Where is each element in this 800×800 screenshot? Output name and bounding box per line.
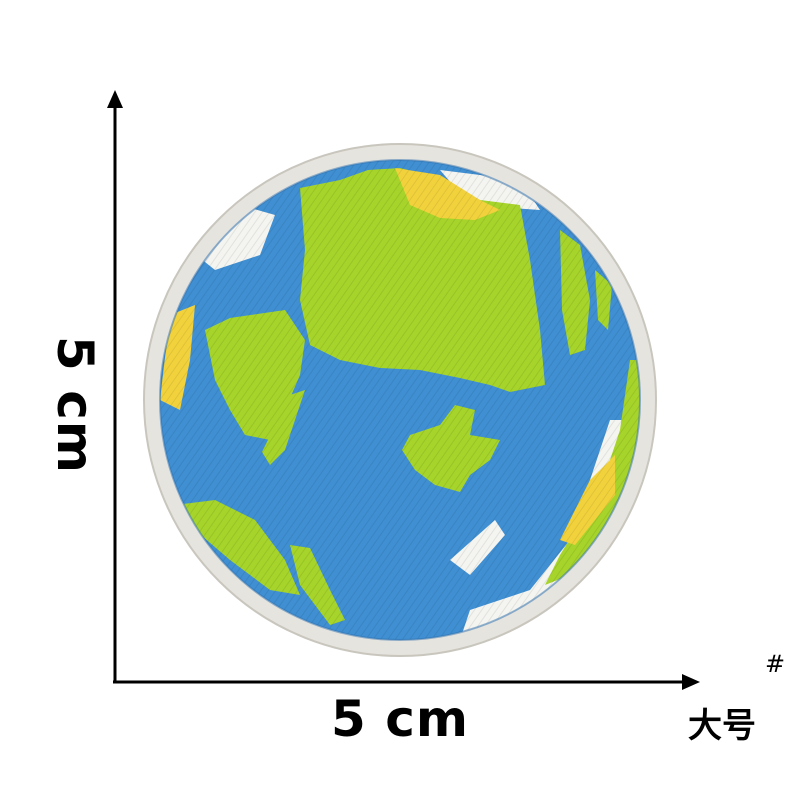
measurement-axes bbox=[107, 90, 700, 690]
earth-patch bbox=[143, 143, 657, 657]
height-label: 5 cm bbox=[46, 336, 104, 474]
horizontal-axis-arrow bbox=[682, 674, 700, 690]
size-tag-label: 大号 bbox=[688, 706, 756, 746]
width-label: 5 cm bbox=[331, 690, 469, 748]
size-mark: # bbox=[765, 650, 786, 678]
vertical-axis-arrow bbox=[107, 90, 123, 108]
globe-outline bbox=[159, 159, 641, 641]
stitch-texture bbox=[160, 160, 640, 640]
